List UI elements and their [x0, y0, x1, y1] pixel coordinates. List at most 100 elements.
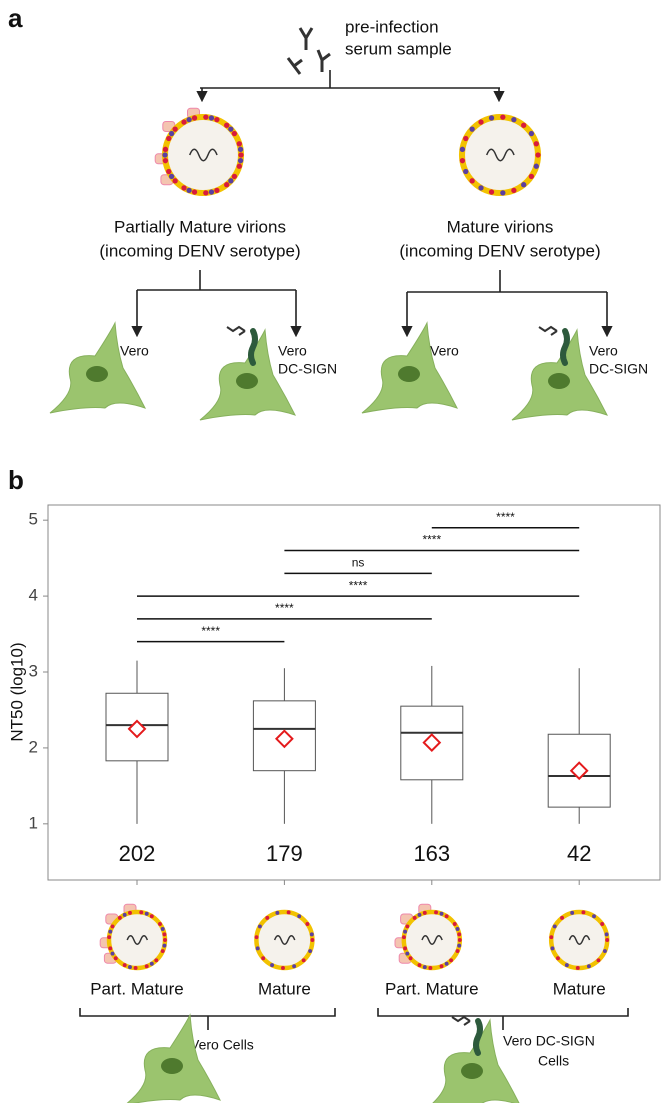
protein	[144, 911, 149, 916]
protein	[172, 126, 178, 132]
protein	[428, 966, 433, 970]
significance-label: ****	[349, 578, 368, 592]
protein	[596, 958, 601, 963]
protein	[488, 189, 495, 195]
protein	[168, 130, 175, 137]
count-label: 202	[119, 841, 156, 866]
protein	[439, 911, 444, 916]
protein	[181, 185, 187, 191]
protein	[533, 163, 539, 169]
protein	[457, 932, 462, 937]
protein	[602, 949, 607, 954]
cell-body	[432, 1018, 520, 1103]
protein	[255, 946, 260, 951]
protein	[444, 914, 449, 919]
protein	[154, 958, 159, 963]
genome	[126, 935, 149, 945]
protein	[521, 122, 527, 128]
protein	[181, 119, 187, 125]
protein	[533, 141, 539, 147]
significance-label: ****	[496, 510, 515, 524]
nucleus	[548, 373, 570, 389]
protein	[434, 910, 438, 915]
protein	[575, 966, 580, 970]
mean-marker	[422, 733, 442, 753]
protein	[286, 910, 291, 915]
protein	[257, 924, 262, 929]
group-label: Cells	[538, 1053, 569, 1069]
protein	[281, 966, 285, 970]
protein	[162, 158, 169, 164]
protein	[160, 949, 165, 954]
protein	[403, 946, 408, 951]
protein	[236, 141, 242, 147]
protein	[521, 182, 527, 188]
y-tick-label: 3	[29, 661, 38, 680]
protein	[128, 965, 132, 970]
protein	[401, 935, 406, 940]
panel-label: b	[8, 465, 24, 495]
protein	[528, 173, 535, 180]
protein	[605, 938, 610, 942]
protein	[163, 938, 167, 942]
plot-frame	[47, 504, 661, 881]
protein	[308, 949, 313, 954]
protein	[463, 135, 469, 142]
nucleus	[161, 1058, 183, 1074]
protein	[309, 932, 314, 937]
cell-label: Vero	[430, 343, 459, 359]
protein	[444, 961, 449, 966]
glycan	[451, 1015, 471, 1026]
protein	[110, 924, 115, 929]
protein	[405, 951, 410, 956]
protein	[128, 910, 132, 915]
nucleus	[398, 366, 420, 382]
protein	[160, 926, 165, 931]
dc-sign	[473, 1018, 483, 1056]
genome	[189, 148, 218, 162]
x-tick-label: Mature	[258, 979, 311, 998]
cell-label: DC-SIGN	[589, 361, 648, 377]
protein	[110, 951, 115, 956]
y-tick-label: 1	[29, 813, 38, 832]
protein	[231, 130, 238, 137]
protein	[203, 190, 209, 196]
protein	[275, 910, 280, 915]
protein	[488, 115, 495, 121]
protein	[186, 116, 192, 123]
protein	[149, 914, 154, 919]
protein	[570, 910, 575, 915]
protein	[191, 189, 198, 195]
protein	[186, 187, 192, 194]
genome	[486, 148, 515, 162]
protein	[166, 135, 172, 142]
protein	[457, 938, 462, 942]
protein	[162, 932, 167, 937]
protein	[564, 963, 569, 968]
cell-icon	[126, 1013, 221, 1103]
protein	[552, 924, 557, 929]
protein	[108, 946, 113, 951]
genome	[421, 935, 443, 945]
virion-icon	[458, 113, 542, 197]
protein	[203, 114, 209, 120]
protein	[144, 964, 149, 969]
significance-label: ****	[201, 624, 220, 638]
dc-sign	[560, 328, 570, 366]
protein	[162, 146, 169, 152]
protein	[301, 958, 306, 963]
protein	[305, 922, 310, 926]
protein	[478, 119, 484, 125]
virion-title: Mature virions	[447, 217, 554, 236]
glycan	[226, 325, 246, 336]
protein	[449, 958, 454, 963]
protein	[459, 146, 466, 152]
protein	[412, 915, 417, 920]
protein	[478, 185, 484, 191]
protein	[417, 963, 422, 968]
protein	[422, 910, 427, 915]
virion-icon	[254, 909, 315, 971]
protein	[172, 178, 178, 184]
cell-icon	[511, 325, 608, 421]
